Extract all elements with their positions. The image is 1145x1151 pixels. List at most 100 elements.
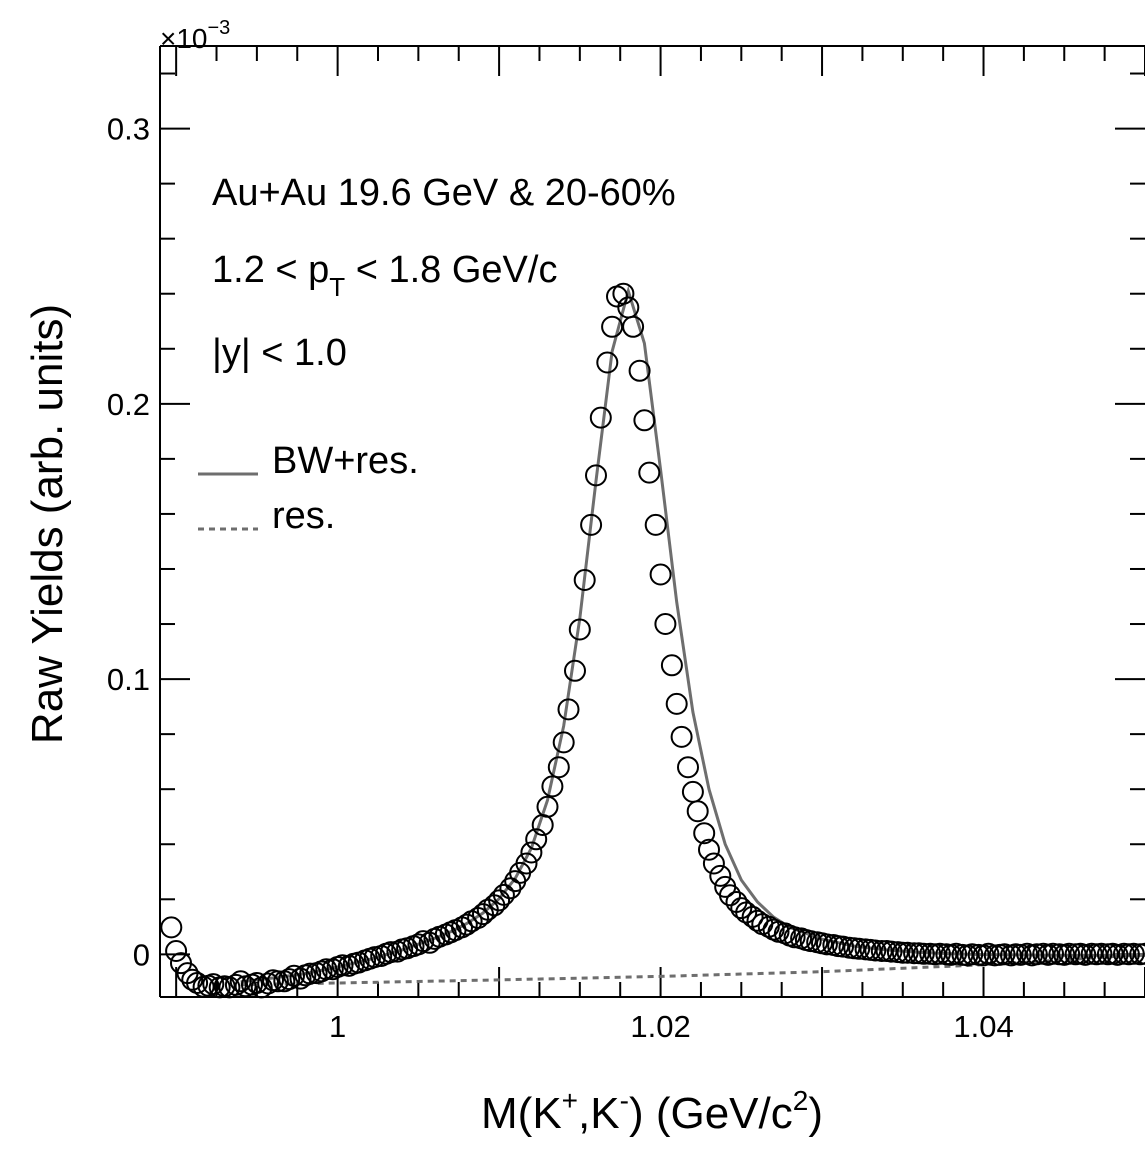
data-point xyxy=(160,916,183,939)
data-point xyxy=(783,926,806,949)
data-point xyxy=(1090,942,1113,965)
annotations: Au+Au 19.6 GeV & 20-60% 1.2 < pT < 1.8 G… xyxy=(212,172,676,374)
data-point xyxy=(1134,942,1145,965)
data-point xyxy=(492,883,515,906)
annotation-pt-range: 1.2 < pT < 1.8 GeV/c xyxy=(212,249,557,302)
data-point xyxy=(993,943,1016,966)
data-point xyxy=(681,780,704,803)
data-point xyxy=(622,315,645,338)
y-axis-multiplier: ×10−3 xyxy=(160,17,230,54)
data-point xyxy=(266,970,289,993)
svg-text:×10−3: ×10−3 xyxy=(160,17,230,54)
data-point xyxy=(649,563,672,586)
data-point xyxy=(589,406,612,429)
data-point xyxy=(455,913,478,936)
data-point xyxy=(1025,943,1048,966)
data-point xyxy=(536,795,559,818)
data-point xyxy=(644,513,667,536)
x-tick-label: 1.02 xyxy=(630,1009,690,1044)
data-point xyxy=(665,692,688,715)
annotation-rapidity: |y| < 1.0 xyxy=(212,332,347,374)
annotation-pt-sub: T xyxy=(329,272,345,302)
data-point xyxy=(660,654,683,677)
data-point xyxy=(1106,943,1129,966)
data-point xyxy=(1058,942,1081,965)
data-point xyxy=(585,464,607,487)
data-point xyxy=(515,852,538,875)
data-point xyxy=(612,282,635,305)
data-point xyxy=(257,972,280,995)
data-point xyxy=(250,976,273,999)
data-point xyxy=(654,613,677,635)
data-point xyxy=(628,359,651,382)
legend: BW+res. res. xyxy=(198,440,419,537)
data-point xyxy=(547,756,570,779)
data-point xyxy=(880,940,903,963)
data-point xyxy=(799,930,822,953)
data-point xyxy=(832,935,854,958)
data-point xyxy=(633,409,656,432)
data-point xyxy=(961,943,984,966)
data-point xyxy=(186,972,209,994)
data-point xyxy=(670,725,693,748)
data-point xyxy=(686,800,709,823)
data-point xyxy=(488,889,511,912)
data-point xyxy=(379,941,402,964)
data-point xyxy=(617,296,640,319)
y-tick-label: 0.3 xyxy=(107,112,150,147)
data-point xyxy=(573,569,596,591)
data-point xyxy=(698,838,720,861)
data-point xyxy=(564,659,586,682)
data-point xyxy=(407,933,430,956)
data-point xyxy=(1122,942,1145,965)
x-tick-label: 1.04 xyxy=(953,1009,1013,1044)
data-point xyxy=(181,968,204,991)
x-axis-label: M(K+,K-) (GeV/c2) xyxy=(481,1085,823,1138)
data-point xyxy=(552,731,575,754)
x-tick-label: 1 xyxy=(329,1009,346,1044)
data-point xyxy=(719,884,741,907)
y-tick-label: 0.2 xyxy=(107,387,150,422)
data-point xyxy=(525,828,548,851)
legend-label-bw-res: BW+res. xyxy=(272,440,419,482)
data-point xyxy=(165,940,188,962)
data-point xyxy=(245,972,268,994)
annotation-pt-pre: 1.2 < p xyxy=(212,249,329,291)
fit-curves xyxy=(240,285,1145,987)
data-point xyxy=(815,933,838,956)
data-point xyxy=(870,940,893,962)
data-point xyxy=(278,968,301,991)
y-multiplier-base: ×10 xyxy=(160,23,208,54)
data-points xyxy=(160,282,1145,999)
data-point xyxy=(638,461,661,484)
bw-res-curve xyxy=(240,285,1145,984)
data-point xyxy=(735,901,758,924)
plot-frame xyxy=(159,45,1145,998)
data-point xyxy=(693,822,716,845)
data-point xyxy=(896,941,919,964)
y-axis-label: Raw Yields (arb. units) xyxy=(23,304,72,744)
data-point xyxy=(472,903,494,926)
data-point xyxy=(864,939,887,962)
data-point xyxy=(557,698,580,721)
data-point xyxy=(541,775,564,798)
annotation-system: Au+Au 19.6 GeV & 20-60% xyxy=(212,172,676,214)
y-tick-label: 0 xyxy=(133,937,150,972)
data-point xyxy=(848,937,871,960)
data-point xyxy=(224,973,247,996)
tick-labels: 1 1.02 1.04 0 0.1 0.2 0.3 xyxy=(107,112,1014,1044)
data-point xyxy=(677,756,699,779)
data-point xyxy=(331,954,354,977)
data-point xyxy=(499,877,522,900)
data-point xyxy=(730,897,753,920)
y-multiplier-exponent: −3 xyxy=(208,17,231,39)
data-point xyxy=(1042,942,1064,965)
annotation-pt-post: < 1.8 GeV/c xyxy=(345,249,557,291)
y-tick-label: 0.1 xyxy=(107,662,150,697)
data-point xyxy=(891,941,914,964)
data-point xyxy=(596,351,619,374)
data-point xyxy=(299,962,322,985)
data-point xyxy=(520,841,543,864)
data-point xyxy=(580,513,603,536)
